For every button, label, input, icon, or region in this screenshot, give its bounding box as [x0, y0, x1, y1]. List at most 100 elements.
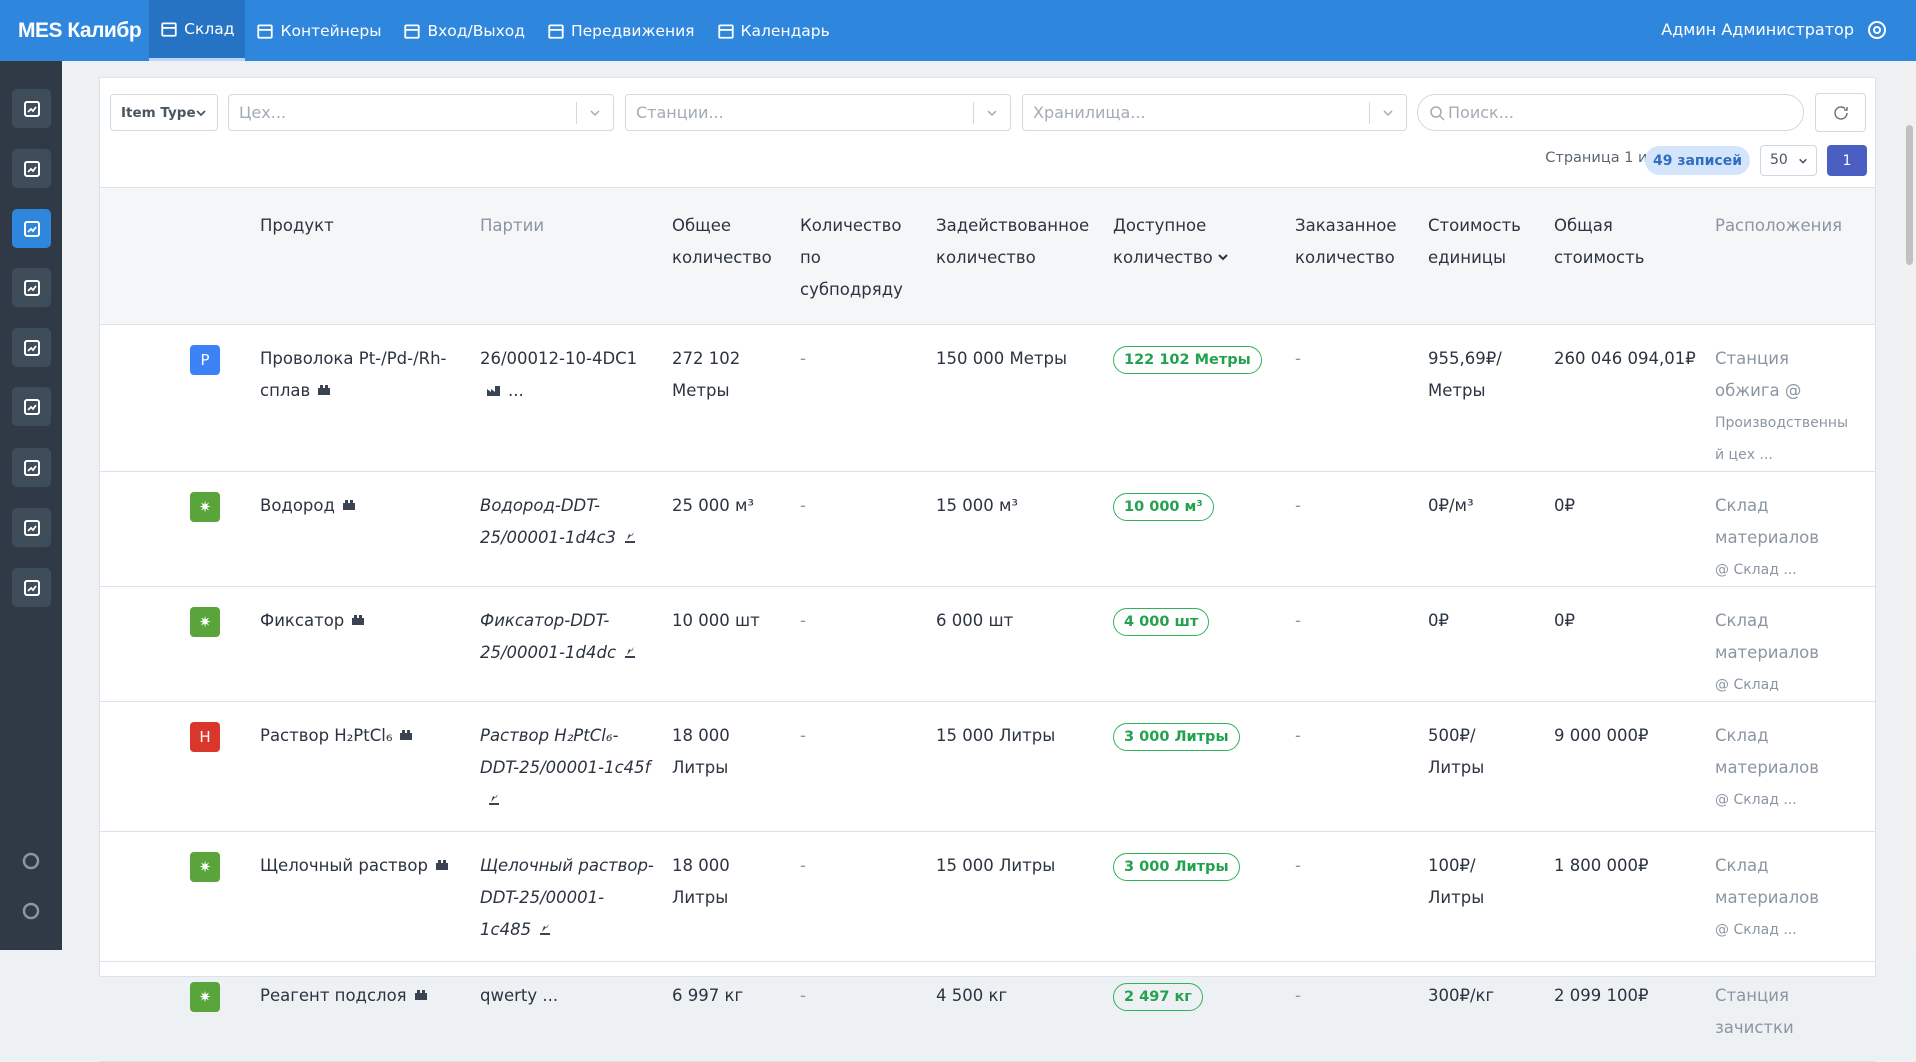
scrollbar[interactable] — [1903, 61, 1916, 950]
total-quantity: 6 997 кг — [672, 961, 800, 1062]
table-row[interactable]: ✷ Щелочный раствор Щелочный раствор-DDT-25… — [100, 831, 1875, 962]
icon — [435, 860, 448, 870]
location[interactable]: Склад материалов — [1715, 726, 1819, 777]
table-row[interactable]: ✷ Фиксатор Фиксатор-DDT-25/00001-1d4dc 10 0… — [100, 586, 1875, 702]
available-quantity: 10 000 м³ — [1113, 493, 1214, 521]
sidebar-button[interactable] — [12, 508, 51, 547]
page-button[interactable]: 1 — [1827, 145, 1867, 176]
total-cost: 9 000 000₽ — [1554, 701, 1715, 832]
location-detail[interactable]: @ Склад — [1715, 677, 1779, 693]
total-quantity: 18 000 Литры — [672, 701, 800, 832]
product-name: Фиксатор — [260, 611, 345, 630]
product-cell: Реагент подслоя — [260, 961, 480, 1062]
used-quantity: 15 000 Литры — [936, 701, 1113, 832]
column-header[interactable]: Общее количество — [672, 187, 800, 325]
sidebar-button[interactable] — [12, 387, 51, 426]
location[interactable]: Склад материалов — [1715, 856, 1819, 907]
nav-item[interactable]: Календарь — [706, 0, 841, 61]
location-cell: Станция зачистки — [1715, 961, 1875, 1062]
nav-label: Склад — [184, 20, 235, 38]
total-cost: 0₽ — [1554, 471, 1715, 587]
location-detail[interactable]: @ Склад ... — [1715, 922, 1797, 938]
product-cell: Фиксатор — [260, 586, 480, 702]
column-header[interactable]: Расположения — [1715, 187, 1875, 325]
icon — [342, 500, 355, 510]
location[interactable]: Станция зачистки — [1715, 986, 1794, 1037]
sidebar-icon — [23, 220, 40, 237]
table-row[interactable]: P Проволока Pt-/Pd-/Rh-сплав 26/00012-10-4… — [100, 324, 1875, 472]
sort-icon — [1218, 254, 1228, 261]
nav-item[interactable]: Склад — [149, 0, 246, 61]
table-row[interactable]: ✷ Реагент подслоя qwerty ... 6 997 кг -4 500… — [100, 961, 1875, 1062]
user-name[interactable]: Админ Администратор — [1661, 20, 1854, 39]
available-cell: 122 102 Метры — [1113, 324, 1295, 472]
workshop-filter[interactable]: Цех... — [228, 94, 614, 131]
product-name: Реагент подслоя — [260, 986, 407, 1005]
available-cell: 2 497 кг — [1113, 961, 1295, 1062]
storages-filter[interactable]: Хранилища... — [1022, 94, 1407, 131]
location-detail[interactable]: Производственный цех ... — [1715, 415, 1849, 463]
icon — [625, 647, 636, 658]
column-header[interactable]: Доступное количество — [1113, 187, 1295, 325]
sidebar-icon — [23, 160, 40, 177]
ordered-quantity: - — [1295, 586, 1428, 702]
unit-cost: 0₽/м³ — [1428, 471, 1554, 587]
used-quantity: 150 000 Метры — [936, 324, 1113, 472]
nav-icon — [548, 23, 564, 39]
search-input[interactable]: Поиск... — [1417, 94, 1804, 131]
sidebar-button[interactable] — [12, 268, 51, 307]
settings-button[interactable] — [19, 849, 43, 877]
sidebar-button[interactable] — [12, 149, 51, 188]
sidebar-icon — [23, 339, 40, 356]
column-header[interactable]: Заказанное количество — [1295, 187, 1428, 325]
icon — [318, 385, 331, 395]
logout-icon[interactable] — [1866, 19, 1888, 41]
location[interactable]: Станция обжига @ — [1715, 349, 1802, 400]
nav-item[interactable]: Контейнеры — [245, 0, 392, 61]
sidebar-button[interactable] — [12, 328, 51, 367]
sidebar-icon — [23, 279, 40, 296]
item-type-filter[interactable]: Item Type — [110, 94, 218, 131]
available-cell: 3 000 Литры — [1113, 831, 1295, 962]
column-header[interactable]: Стоимость единицы — [1428, 187, 1554, 325]
location[interactable]: Склад материалов — [1715, 496, 1819, 547]
settings-icon — [22, 852, 40, 870]
scroll-thumb[interactable] — [1906, 125, 1913, 265]
stations-filter[interactable]: Станции... — [625, 94, 1011, 131]
product-badge: ✷ — [190, 492, 220, 522]
ordered-quantity: - — [1295, 701, 1428, 832]
per-page-select[interactable]: 50 — [1760, 145, 1817, 176]
product-cell: Раствор H₂PtCl₆ — [260, 701, 480, 832]
location-cell: Станция обжига @ Производственный цех ... — [1715, 324, 1875, 472]
workshop-placeholder: Цех... — [239, 103, 286, 122]
batch-name: Водород-DDT-25/00001-1d4c3 — [480, 496, 617, 547]
location-detail[interactable]: @ Склад ... — [1715, 562, 1797, 578]
refresh-button[interactable] — [1815, 93, 1866, 132]
column-header[interactable]: Партии — [480, 187, 672, 325]
column-header[interactable]: Продукт — [260, 187, 480, 325]
nav-item[interactable]: Вход/Выход — [392, 0, 535, 61]
sidebar-button[interactable] — [12, 209, 51, 248]
page-info: Страница 1 из 1 — [1545, 150, 1669, 166]
table-row[interactable]: H Раствор H₂PtCl₆ Раствор H₂PtCl₆-DDT-25/0… — [100, 701, 1875, 832]
sidebar-button[interactable] — [12, 89, 51, 128]
location[interactable]: Склад материалов — [1715, 611, 1819, 662]
exit-button[interactable] — [19, 899, 43, 927]
icon — [352, 615, 365, 625]
column-header[interactable]: Задействованное количество — [936, 187, 1113, 325]
batch-cell: Водород-DDT-25/00001-1d4c3 — [480, 471, 672, 587]
sidebar — [0, 61, 62, 950]
column-header[interactable]: Количество по субподряду — [800, 187, 936, 325]
sidebar-button[interactable] — [12, 568, 51, 607]
sidebar-button[interactable] — [12, 448, 51, 487]
unit-cost: 100₽/ Литры — [1428, 831, 1554, 962]
nav-label: Вход/Выход — [427, 21, 525, 40]
table-row[interactable]: ✷ Водород Водород-DDT-25/00001-1d4c3 25 000… — [100, 471, 1875, 587]
location-detail[interactable]: @ Склад ... — [1715, 792, 1797, 808]
column-header[interactable]: Общая стоимость — [1554, 187, 1715, 325]
ordered-quantity: - — [1295, 324, 1428, 472]
nav-item[interactable]: Передвижения — [536, 0, 706, 61]
nav-label: Календарь — [740, 21, 830, 40]
brand[interactable]: MES Калибр — [18, 18, 142, 42]
